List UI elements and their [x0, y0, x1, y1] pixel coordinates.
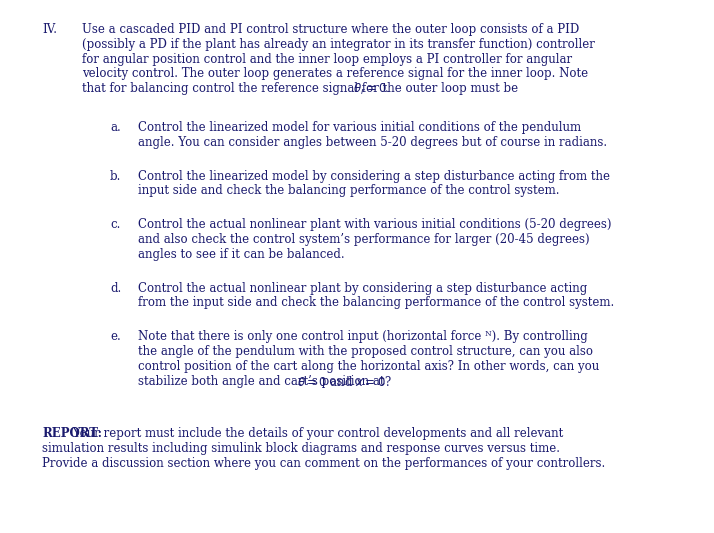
Text: IV.: IV. [42, 23, 57, 36]
Text: from the input side and check the balancing performance of the control system.: from the input side and check the balanc… [138, 296, 614, 309]
Text: input side and check the balancing performance of the control system.: input side and check the balancing perfo… [138, 184, 560, 197]
Text: e.: e. [110, 330, 121, 343]
Text: control position of the cart along the horizontal axis? In other words, can you: control position of the cart along the h… [138, 360, 599, 373]
Text: Provide a discussion section where you can comment on the performances of your c: Provide a discussion section where you c… [42, 457, 605, 470]
Text: simulation results including simulink block diagrams and response curves versus : simulation results including simulink bl… [42, 442, 560, 455]
Text: angles to see if it can be balanced.: angles to see if it can be balanced. [138, 248, 345, 261]
Text: Your report must include the details of your control developments and all releva: Your report must include the details of … [69, 427, 563, 440]
Text: for angular position control and the inner loop employs a PI controller for angu: for angular position control and the inn… [82, 53, 572, 66]
Text: $\theta = 0$ and $x = 0$?: $\theta = 0$ and $x = 0$? [297, 375, 392, 389]
Text: Control the actual nonlinear plant by considering a step disturbance acting: Control the actual nonlinear plant by co… [138, 281, 587, 295]
Text: b.: b. [110, 169, 121, 183]
Text: Note that there is only one control input (horizontal force ᴺ). By controlling: Note that there is only one control inpu… [138, 330, 588, 343]
Text: d.: d. [110, 281, 121, 295]
Text: $\theta_r = 0.$: $\theta_r = 0.$ [353, 82, 391, 98]
Text: the angle of the pendulum with the proposed control structure, can you also: the angle of the pendulum with the propo… [138, 345, 593, 358]
Text: angle. You can consider angles between 5-20 degrees but of course in radians.: angle. You can consider angles between 5… [138, 136, 607, 149]
Text: stabilize both angle and cart’s position at: stabilize both angle and cart’s position… [138, 375, 388, 387]
Text: (possibly a PD if the plant has already an integrator in its transfer function) : (possibly a PD if the plant has already … [82, 38, 595, 51]
Text: that for balancing control the reference signal for the outer loop must be: that for balancing control the reference… [82, 82, 522, 95]
Text: Control the linearized model by considering a step disturbance acting from the: Control the linearized model by consider… [138, 169, 610, 183]
Text: Control the linearized model for various initial conditions of the pendulum: Control the linearized model for various… [138, 121, 581, 134]
Text: REPORT:: REPORT: [42, 427, 102, 440]
Text: a.: a. [110, 121, 121, 134]
Text: velocity control. The outer loop generates a reference signal for the inner loop: velocity control. The outer loop generat… [82, 67, 588, 80]
Text: Control the actual nonlinear plant with various initial conditions (5-20 degrees: Control the actual nonlinear plant with … [138, 218, 611, 231]
Text: and also check the control system’s performance for larger (20-45 degrees): and also check the control system’s perf… [138, 233, 590, 246]
Text: Use a cascaded PID and PI control structure where the outer loop consists of a P: Use a cascaded PID and PI control struct… [82, 23, 579, 36]
Text: c.: c. [110, 218, 121, 231]
